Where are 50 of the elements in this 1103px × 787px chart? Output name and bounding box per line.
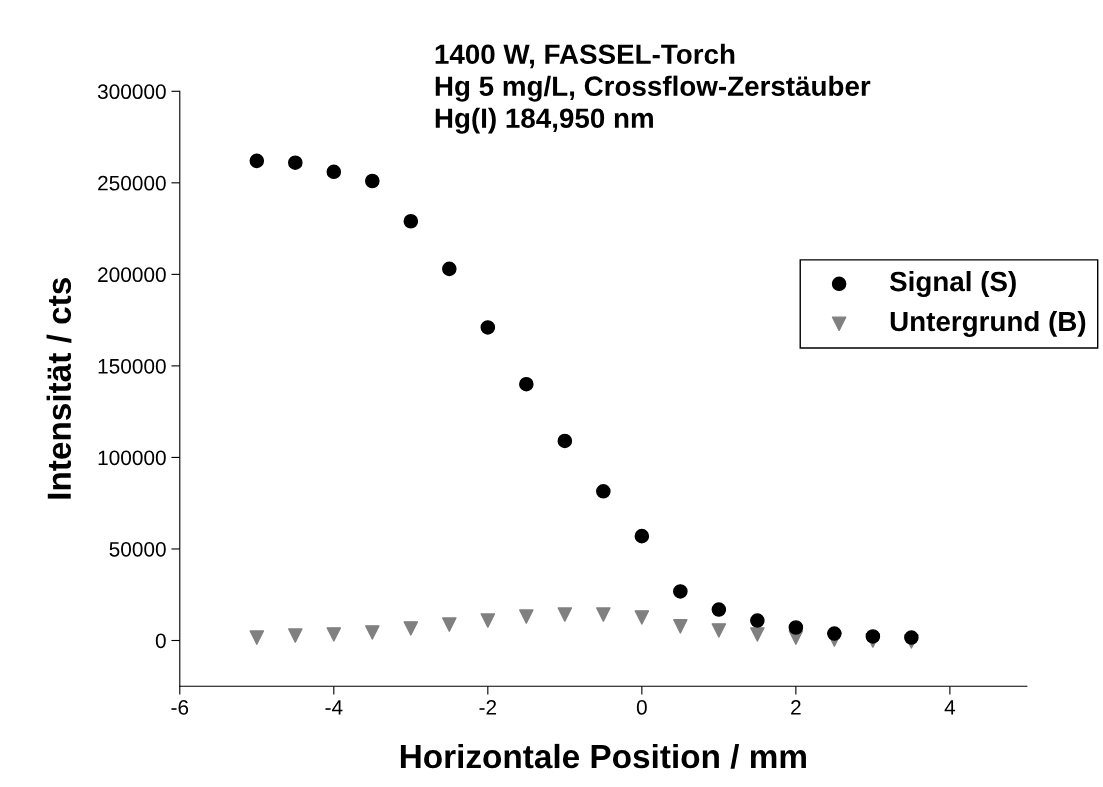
y-tick-label: 50000 <box>109 541 166 557</box>
point <box>365 173 380 189</box>
point <box>249 153 265 169</box>
point <box>673 619 688 634</box>
point <box>750 627 765 642</box>
point <box>519 609 534 624</box>
point <box>519 376 534 392</box>
point <box>711 623 727 638</box>
point <box>326 164 342 180</box>
point <box>249 630 265 645</box>
x-tick-label: -4 <box>325 700 343 715</box>
x-tick-label: 2 <box>791 700 801 715</box>
point <box>480 320 496 335</box>
point <box>557 433 573 449</box>
y-tick-label: 200000 <box>98 267 166 283</box>
point <box>634 610 650 625</box>
x-axis-title: Horizontale Position / mm <box>400 743 806 769</box>
y-tick-label: 100000 <box>98 450 166 466</box>
point <box>442 617 457 632</box>
y-axis-title: Intensität / cts <box>46 278 72 499</box>
point <box>442 261 457 277</box>
point <box>596 484 611 499</box>
legend-label: Signal (S) <box>889 270 1016 297</box>
point <box>596 607 611 622</box>
point <box>288 155 303 170</box>
point <box>634 528 650 544</box>
point <box>673 584 688 599</box>
point <box>403 621 419 636</box>
y-tick-label: 150000 <box>98 358 166 374</box>
point <box>480 613 496 628</box>
y-tick-label: 250000 <box>98 175 166 191</box>
y-tick-label: 0 <box>155 633 166 649</box>
point <box>326 627 342 642</box>
point <box>904 630 919 645</box>
chart-title: 1400 W, FASSEL-Torch Hg 5 mg/L, Crossflow-Zerstäuber Hg(I) 184,950 nm <box>435 43 871 134</box>
x-tick-label: -2 <box>479 700 497 715</box>
legend-label: Untergrund (B) <box>890 310 1086 337</box>
point <box>365 625 380 640</box>
point <box>788 620 804 635</box>
point <box>827 626 842 641</box>
point <box>403 213 419 229</box>
point <box>711 602 727 617</box>
y-tick-label: 300000 <box>97 84 166 100</box>
point <box>557 607 573 622</box>
point <box>288 628 303 643</box>
x-tick-label: 0 <box>636 700 647 715</box>
x-tick-label: -6 <box>171 700 189 715</box>
x-tick-label: 4 <box>944 700 956 715</box>
point <box>865 629 881 644</box>
point <box>750 613 765 628</box>
